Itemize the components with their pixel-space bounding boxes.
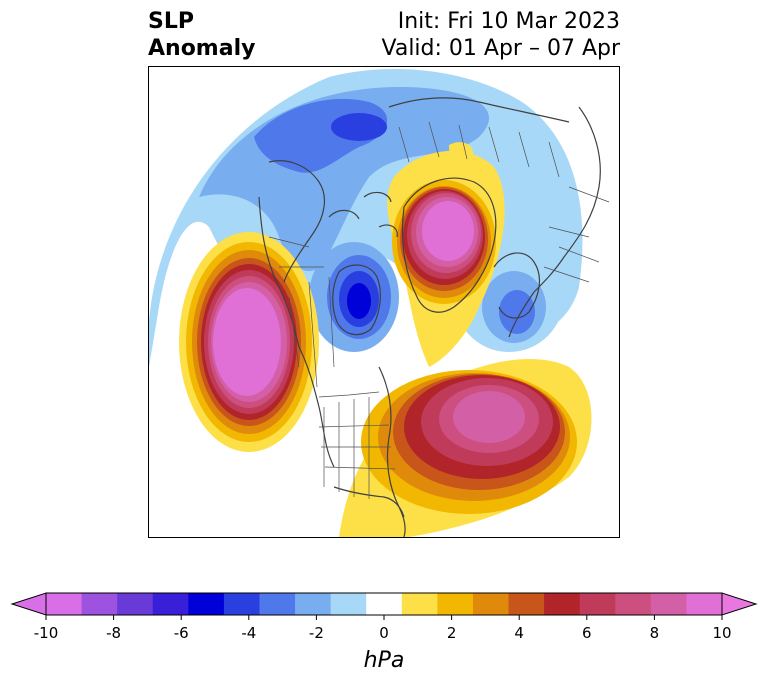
arctic-islands (328, 191, 398, 238)
title-line-1: SLP (148, 9, 194, 34)
ne-pacific-high (179, 232, 319, 452)
colorbar-cell (366, 593, 403, 615)
east-coast (378, 366, 406, 537)
pacific-high-10 (213, 288, 281, 396)
arctic-positive-patch (449, 142, 474, 167)
colorbar-cell (508, 593, 545, 615)
colorbar-extend-low (10, 592, 47, 616)
colorbar-cell (579, 593, 616, 615)
greenland-high-10 (422, 201, 474, 261)
europe-borders (543, 186, 610, 283)
canada-province-lines (268, 236, 335, 388)
colorbar-cell (472, 593, 510, 615)
siberian-low-core (331, 113, 387, 141)
colorbar-cell (686, 593, 723, 615)
colorbar-cell (437, 593, 474, 615)
us-canada-border (318, 391, 380, 398)
coastlines (258, 97, 601, 537)
colorbar-unit-label: hPa (364, 648, 405, 673)
colorbar-cell (46, 593, 83, 615)
colorbar-tick-label: 0 (379, 624, 389, 642)
us-state-lines (318, 397, 396, 499)
colorbar-tick-label: 4 (514, 624, 524, 642)
colorbar-tick-label: 8 (650, 624, 660, 642)
colorbar-tick-label: 6 (582, 624, 592, 642)
colorbar-cell (152, 593, 189, 615)
init-date: Init: Fri 10 Mar 2023 (397, 9, 620, 34)
alaska-coast (268, 160, 326, 283)
hudson-bay-coast (332, 264, 381, 336)
colorbar-cell (81, 593, 118, 615)
colorbar-cell (188, 593, 225, 615)
colorbar-tick-label: -2 (309, 624, 324, 642)
scandinavian-low-core (499, 290, 535, 334)
title-line-2: Anomaly (148, 36, 256, 61)
scandinavia-outline (493, 252, 541, 319)
hudson-bay-low-core (347, 283, 371, 319)
colorbar-cell (223, 593, 260, 615)
colorbar-tick-label: -10 (34, 624, 59, 642)
siberia-coast (388, 97, 570, 123)
colorbar-cell (544, 593, 581, 615)
forecast-dates: Init: Fri 10 Mar 2023 Valid: 01 Apr – 07… (382, 8, 621, 62)
north-america-west-coast (258, 196, 335, 468)
colorbar-cell (295, 593, 332, 615)
colorbar-tick-label: -8 (106, 624, 121, 642)
colorbar-tick-label: -4 (241, 624, 256, 642)
europe-coast (508, 106, 601, 338)
colorbar-cell (615, 593, 652, 615)
gulf-coast (333, 486, 405, 518)
slp-anomaly-map (148, 66, 620, 538)
colorbar-cell (401, 593, 438, 615)
colorbar-cell (330, 593, 367, 615)
north-atlantic-high (339, 358, 592, 537)
atlantic-high-8b (453, 391, 525, 443)
russia-borders (398, 121, 560, 178)
valid-range: Valid: 01 Apr – 07 Apr (381, 36, 621, 61)
colorbar-cell (117, 593, 154, 615)
colorbar: -10 -8 -6 -4 -2 0 2 4 6 8 10 hPa (10, 592, 758, 673)
map-title: SLP Anomaly (148, 8, 255, 62)
colorbar-tick-label: 2 (447, 624, 457, 642)
greenland-high (387, 150, 505, 367)
greenland-outline (401, 177, 497, 313)
political-borders (268, 121, 610, 499)
colorbar-extend-high (721, 592, 758, 616)
colorbar-ticks: -10 -8 -6 -4 -2 0 2 4 6 8 10 (34, 615, 732, 642)
colorbar-cells (10, 592, 758, 616)
colorbar-cell (650, 593, 687, 615)
map-svg (149, 68, 610, 537)
colorbar-tick-label: 10 (712, 624, 731, 642)
colorbar-cell (259, 593, 296, 615)
colorbar-tick-label: -6 (174, 624, 189, 642)
